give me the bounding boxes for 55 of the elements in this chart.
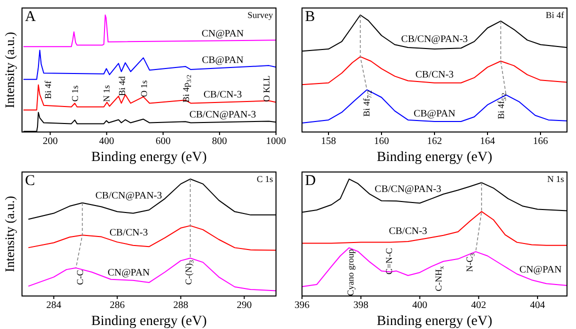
series-label: CB/CN@PAN-3 bbox=[189, 110, 256, 121]
series-label: CB/CN@PAN-3 bbox=[401, 34, 468, 45]
annotation: C 1s bbox=[70, 84, 80, 102]
x-tick-label: 166 bbox=[533, 136, 548, 148]
x-tick-label: 284 bbox=[46, 300, 62, 312]
x-axis-title: Binding energy (eV) bbox=[91, 150, 208, 165]
x-tick-label: 160 bbox=[374, 136, 389, 148]
x-tick-label: 600 bbox=[156, 136, 171, 148]
annotation: C-C bbox=[75, 270, 86, 285]
x-tick-label: 1000 bbox=[266, 136, 286, 148]
x-tick-label: 286 bbox=[110, 300, 125, 312]
series-label: CN@PAN bbox=[202, 28, 244, 40]
x-tick-label: 164 bbox=[480, 136, 495, 148]
annotation: O 1s bbox=[138, 80, 149, 97]
series-label: CB/CN-3 bbox=[110, 227, 148, 238]
x-tick-label: 404 bbox=[530, 300, 546, 312]
annotation: Bi 4f bbox=[42, 80, 53, 99]
x-tick-label: 288 bbox=[173, 300, 188, 312]
chart-title: B bbox=[305, 9, 316, 25]
chart-subtitle: C 1s bbox=[256, 174, 274, 184]
chart-subtitle: N 1s bbox=[547, 174, 564, 184]
x-tick-label: 158 bbox=[321, 136, 336, 148]
x-axis-title: Binding energy (eV) bbox=[91, 314, 208, 329]
series-label: CB/CN-3 bbox=[388, 226, 428, 238]
x-tick-label: 290 bbox=[236, 300, 252, 312]
x-axis-title: Binding energy (eV) bbox=[376, 150, 493, 165]
x-tick-label: 400 bbox=[412, 300, 428, 312]
annotation: O KLL bbox=[261, 75, 272, 102]
x-tick-label: 402 bbox=[471, 300, 486, 312]
y-axis-title: Intensity (a.u.) bbox=[2, 196, 17, 272]
annotation: Bi 4d bbox=[117, 76, 128, 96]
x-tick-label: 162 bbox=[427, 136, 442, 148]
x-tick-label: 398 bbox=[353, 300, 368, 312]
chart-title: D bbox=[305, 173, 316, 189]
series-label: CN@PAN bbox=[519, 264, 562, 276]
x-tick-label: 800 bbox=[212, 136, 228, 148]
series-label: CB/CN@PAN-3 bbox=[95, 190, 162, 202]
y-axis-title: Intensity (a.u.) bbox=[2, 32, 17, 108]
series-label: CB/CN@PAN-3 bbox=[374, 184, 442, 195]
x-tick-label: 200 bbox=[42, 136, 58, 148]
annotation: Cyano group bbox=[345, 248, 356, 296]
chart-subtitle: Survey bbox=[248, 10, 274, 20]
x-axis-title: Binding energy (eV) bbox=[376, 314, 493, 329]
series-label: CB/CN-3 bbox=[415, 69, 454, 80]
annotation: N 1s bbox=[102, 84, 112, 102]
chart-title: C bbox=[25, 173, 36, 189]
chart-title: A bbox=[25, 9, 36, 25]
annotation: C=N-C bbox=[384, 248, 394, 275]
series-label: CN@PAN bbox=[108, 267, 150, 278]
series-label: CB@PAN bbox=[202, 55, 244, 66]
series-label: CB/CN-3 bbox=[203, 90, 242, 101]
x-tick-label: 396 bbox=[294, 300, 310, 312]
series-label: CB@PAN bbox=[414, 108, 456, 120]
chart-subtitle: Bi 4f bbox=[546, 10, 564, 20]
x-tick-label: 400 bbox=[99, 136, 114, 148]
